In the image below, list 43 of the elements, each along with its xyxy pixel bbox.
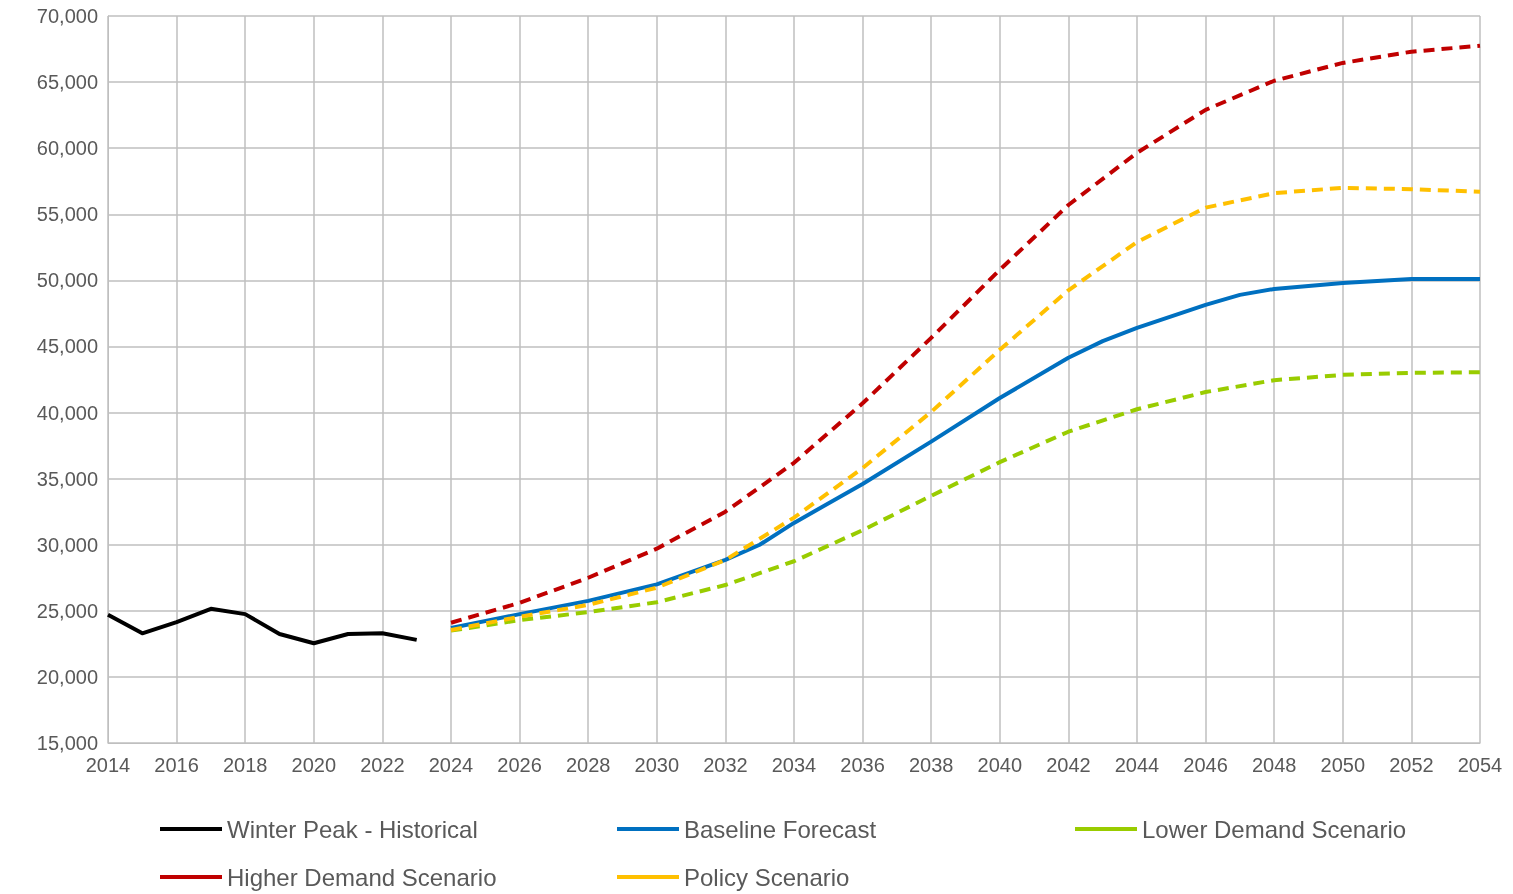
x-tick-label: 2034 [771,754,817,776]
legend-label: Winter Peak - Historical [227,815,478,843]
y-tick-label: 45,000 [36,335,98,358]
x-tick-label: 2048 [1251,754,1297,776]
legend-label: Policy Scenario [684,863,850,891]
x-tick-label: 2052 [1389,754,1434,776]
x-tick-label: 2050 [1320,754,1366,776]
x-tick-label: 2018 [222,754,268,776]
line-series [106,606,419,646]
legend-label: Baseline Forecast [684,815,877,843]
y-tick-label: 70,000 [36,5,98,27]
line-series [449,277,1482,630]
line-series [449,370,1482,633]
x-tick-label: 2044 [1114,754,1160,776]
x-tick-label: 2054 [1457,754,1503,776]
y-tick-label: 15,000 [36,732,98,754]
line-series [449,185,1482,632]
x-tick-label: 2026 [497,754,542,776]
x-tick-label: 2024 [428,754,474,776]
x-tick-label: 2040 [977,754,1023,776]
x-tick-label: 2014 [85,754,131,776]
x-tick-label: 2016 [154,754,199,776]
y-tick-label: 20,000 [36,665,98,688]
legend-label: Lower Demand Scenario [1142,815,1407,843]
x-tick-label: 2020 [291,754,337,776]
x-tick-label: 2032 [703,754,748,776]
x-tick-label: 2030 [634,754,680,776]
y-tick-label: 35,000 [36,467,98,490]
y-tick-label: 25,000 [36,599,98,622]
y-tick-label: 30,000 [36,533,98,556]
x-tick-label: 2036 [840,754,885,776]
y-tick-label: 40,000 [36,401,98,424]
x-tick-label: 2022 [360,754,405,776]
y-tick-label: 65,000 [36,71,98,94]
y-tick-label: 50,000 [36,269,98,292]
y-tick-label: 60,000 [36,137,98,160]
legend-label: Higher Demand Scenario [227,863,497,891]
x-tick-label: 2028 [565,754,611,776]
x-tick-label: 2042 [1046,754,1091,776]
y-tick-label: 55,000 [36,203,98,226]
x-tick-label: 2038 [908,754,954,776]
x-tick-label: 2046 [1183,754,1228,776]
line-series [449,43,1482,625]
